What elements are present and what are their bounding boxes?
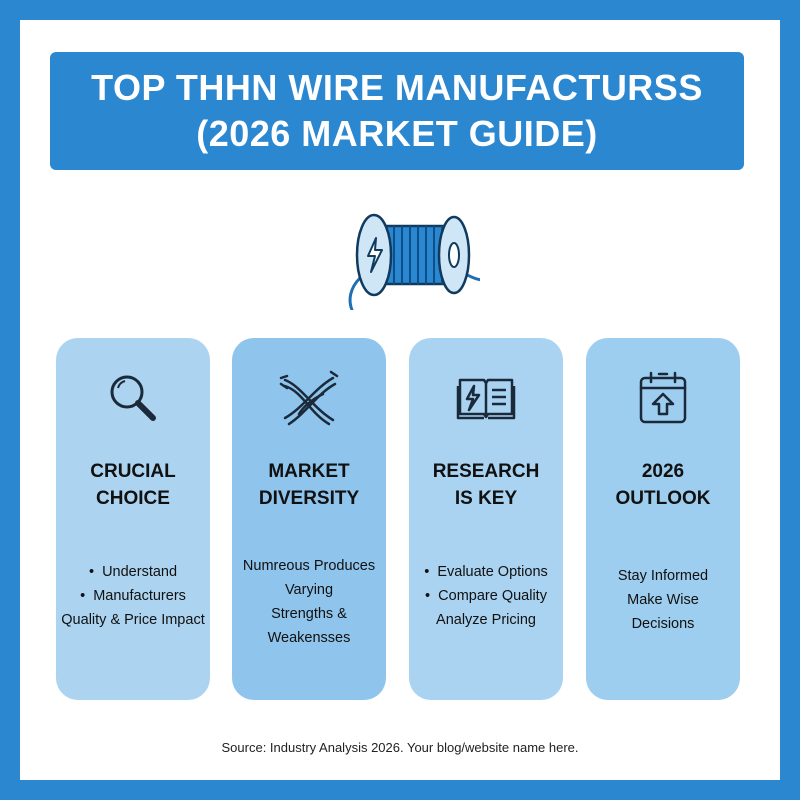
title-banner: TOP THHN WIRE MANUFACTURSS (2026 MARKET … (50, 52, 744, 170)
heading-line: DIVERSITY (258, 488, 360, 509)
heading-line: IS KEY (454, 488, 518, 509)
bullet-list: Evaluate Options Compare Quality (410, 560, 562, 608)
tangled-wires-icon (279, 370, 339, 426)
heading-line: MARKET (268, 461, 350, 482)
card-2026-outlook: 2026 OUTLOOK Stay Informed Make Wise Dec… (586, 338, 740, 700)
card-body: Stay Informed Make Wise Decisions (587, 564, 739, 636)
body-line: Varying (284, 582, 334, 598)
wire-spool-lightning-icon (348, 213, 480, 310)
source-footer: Source: Industry Analysis 2026. Your blo… (221, 740, 579, 755)
body-line: Numreous Produces (242, 558, 376, 574)
card-heading: 2026 OUTLOOK (593, 458, 733, 512)
body-line: Weakensses (267, 630, 351, 646)
card-heading: RESEARCH IS KEY (416, 458, 556, 512)
bullet-list: Understand Manufacturers (57, 560, 209, 608)
calendar-upload-icon (639, 371, 687, 424)
body-line: Make Wise (627, 592, 699, 608)
list-item: Manufacturers (57, 584, 209, 608)
card-crucial-choice: CRUCIAL CHOICE Understand Manufacturers … (56, 338, 210, 700)
body-line: Quality & Price Impact (61, 612, 205, 628)
title-line-2: (2026 MARKET GUIDE) (196, 113, 598, 154)
list-item: Compare Quality (410, 584, 562, 608)
card-market-diversity: MARKET DIVERSITY Numreous Produces Varyi… (232, 338, 386, 700)
card-body: Evaluate Options Compare Quality Analyze… (410, 560, 562, 632)
card-heading: CRUCIAL CHOICE (63, 458, 203, 512)
card-body: Understand Manufacturers Quality & Price… (57, 560, 209, 632)
heading-line: OUTLOOK (615, 488, 711, 509)
body-line: Decisions (631, 616, 695, 632)
body-line: Analyze Pricing (436, 612, 536, 628)
card-body: Numreous Produces Varying Strengths & We… (233, 554, 385, 650)
list-item: Evaluate Options (410, 560, 562, 584)
heading-line: 2026 (641, 461, 685, 482)
heading-line: CRUCIAL (90, 461, 176, 482)
body-line: Stay Informed (617, 568, 709, 584)
open-book-lightning-icon (456, 378, 516, 420)
card-research-is-key: RESEARCH IS KEY Evaluate Options Compare… (409, 338, 563, 700)
title-line-1: TOP THHN WIRE MANUFACTURSS (91, 67, 703, 108)
heading-line: RESEARCH (432, 461, 540, 482)
card-heading: MARKET DIVERSITY (239, 458, 379, 512)
infographic-canvas: TOP THHN WIRE MANUFACTURSS (2026 MARKET … (20, 20, 780, 780)
magnifying-glass-icon (110, 375, 156, 421)
body-line: Strengths & (271, 606, 347, 622)
heading-line: CHOICE (96, 488, 170, 509)
list-item: Understand (57, 560, 209, 584)
